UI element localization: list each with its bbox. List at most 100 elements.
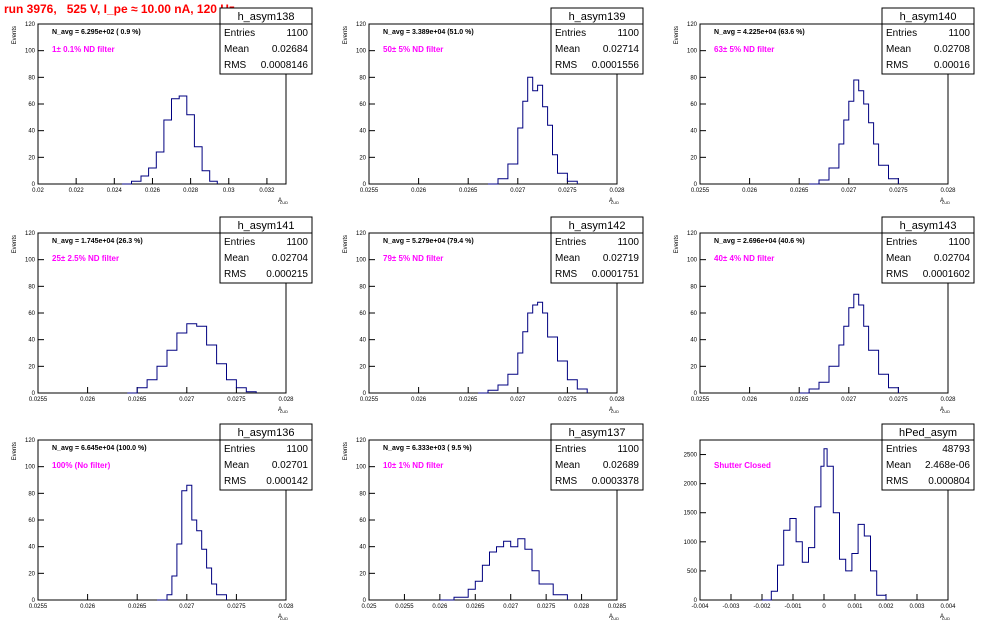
stats-box — [881, 216, 975, 284]
x-tick-label: 0.0255 — [691, 188, 710, 194]
x-tick-label: 0.0265 — [466, 604, 485, 610]
stats-key: RMS — [886, 476, 909, 487]
stats-value: 1100 — [286, 28, 308, 39]
stats-value: 0.02708 — [934, 44, 971, 55]
histogram-series — [121, 95, 218, 185]
x-tick-label: 0.027 — [179, 604, 195, 610]
x-tick-label: 0.027 — [841, 188, 857, 194]
x-tick-label: 0.027 — [179, 397, 195, 403]
stats-box — [219, 216, 313, 284]
histogram-panel-hPed_asym: 0 500 1000 1500 2000 2500 -0.004 -0.003 -0.002 -0… — [684, 423, 975, 621]
y-tick-label: 80 — [28, 75, 35, 81]
stats-key: Mean — [886, 253, 911, 264]
y-axis-label: Events — [343, 442, 349, 460]
y-tick-label: 0 — [694, 182, 698, 188]
x-tick-label: -0.003 — [722, 604, 740, 610]
filter-annotation: 10± 1% ND filter — [383, 461, 443, 470]
filter-annotation: 40± 4% ND filter — [714, 254, 774, 263]
x-tick-label: 0.028 — [609, 397, 625, 403]
x-tick-label: 0.0285 — [608, 604, 627, 610]
x-axis-label: A — [609, 614, 613, 620]
y-tick-label: 100 — [356, 49, 367, 55]
x-axis-label: A — [940, 198, 944, 204]
histogram-panel-h_asym143: 0 20 40 60 80 100 120 0.0255 0.026 0.0265 0.027 0.0… — [674, 216, 975, 414]
x-tick-label: 0 — [822, 604, 826, 610]
navg-label: N_avg = 2.696e+04 (40.6 %) — [714, 238, 805, 245]
y-tick-label: 60 — [28, 102, 35, 108]
y-tick-label: 20 — [359, 155, 366, 161]
y-tick-label: 40 — [28, 545, 35, 551]
x-tick-label: -0.001 — [784, 604, 802, 610]
x-axis-label-sub: LUD — [942, 616, 950, 621]
stats-key: Mean — [555, 460, 580, 471]
filter-annotation: 100% (No filter) — [52, 461, 111, 470]
y-tick-label: 100 — [25, 465, 36, 471]
x-tick-label: 0.0265 — [128, 604, 147, 610]
stats-title: h_asym140 — [900, 11, 957, 23]
y-axis-label: Events — [674, 26, 680, 44]
y-tick-label: 20 — [690, 364, 697, 370]
x-axis-label-sub: LUD — [611, 616, 619, 621]
stats-key: RMS — [555, 269, 578, 280]
y-tick-label: 40 — [359, 129, 366, 135]
y-tick-label: 120 — [356, 231, 367, 237]
y-tick-label: 120 — [687, 231, 698, 237]
y-tick-label: 20 — [690, 155, 697, 161]
x-tick-label: 0.003 — [909, 604, 925, 610]
stats-key: Mean — [886, 44, 911, 55]
x-tick-label: 0.027 — [503, 604, 519, 610]
histogram-panel-h_asym137: 0 20 40 60 80 100 120 0.025 0.0255 0.026 0.0265 0.0… — [343, 423, 644, 621]
histogram-series — [478, 301, 588, 394]
y-tick-label: 40 — [28, 338, 35, 344]
x-tick-label: 0.0255 — [360, 397, 379, 403]
x-tick-label: 0.028 — [609, 188, 625, 194]
x-tick-label: 0.026 — [411, 188, 427, 194]
stats-title: h_asym137 — [569, 427, 626, 439]
stats-title: hPed_asym — [899, 427, 957, 439]
x-tick-label: 0.002 — [878, 604, 894, 610]
x-tick-label: 0.0275 — [558, 397, 577, 403]
x-tick-label: 0.0265 — [790, 188, 809, 194]
filter-annotation: 1± 0.1% ND filter — [52, 45, 115, 54]
y-tick-label: 60 — [359, 311, 366, 317]
stats-key: Entries — [224, 237, 255, 248]
y-tick-label: 120 — [356, 438, 367, 444]
y-tick-label: 40 — [690, 129, 697, 135]
stats-value: 0.02684 — [272, 44, 309, 55]
stats-value: 0.0001602 — [923, 269, 971, 280]
stats-value: 1100 — [948, 237, 970, 248]
x-tick-label: 0.0275 — [537, 604, 556, 610]
x-tick-label: 0.026 — [411, 397, 427, 403]
stats-value: 1100 — [948, 28, 970, 39]
x-tick-label: 0.0275 — [227, 604, 246, 610]
y-axis-label: Events — [343, 26, 349, 44]
stats-title: h_asym143 — [900, 220, 957, 232]
x-tick-label: 0.028 — [183, 188, 199, 194]
stats-value: 0.02714 — [603, 44, 640, 55]
x-tick-label: 0.0265 — [459, 188, 478, 194]
x-axis-label-sub: LUD — [280, 409, 288, 414]
y-tick-label: 20 — [28, 155, 35, 161]
x-tick-label: 0.026 — [80, 397, 96, 403]
navg-label: N_avg = 1.745e+04 (26.3 %) — [52, 238, 143, 245]
stats-key: Entries — [224, 444, 255, 455]
x-tick-label: 0.028 — [940, 397, 956, 403]
stats-key: Entries — [555, 28, 586, 39]
y-tick-label: 60 — [359, 518, 366, 524]
navg-label: N_avg = 3.389e+04 (51.0 %) — [383, 29, 474, 36]
y-tick-label: 60 — [690, 102, 697, 108]
y-tick-label: 100 — [25, 258, 36, 264]
y-tick-label: 100 — [356, 465, 367, 471]
stats-box — [881, 7, 975, 75]
stats-key: RMS — [224, 60, 247, 71]
y-tick-label: 20 — [28, 364, 35, 370]
y-tick-label: 0 — [363, 182, 367, 188]
stats-key: RMS — [224, 269, 247, 280]
x-tick-label: 0.027 — [510, 188, 526, 194]
stats-value: 1100 — [617, 237, 639, 248]
y-tick-label: 80 — [690, 75, 697, 81]
histogram-panel-h_asym139: 0 20 40 60 80 100 120 0.0255 0.026 0.0265 0.027 0.0… — [343, 7, 644, 205]
x-tick-label: 0.022 — [69, 188, 85, 194]
x-tick-label: 0.026 — [80, 604, 96, 610]
y-axis-label: Events — [12, 442, 18, 460]
